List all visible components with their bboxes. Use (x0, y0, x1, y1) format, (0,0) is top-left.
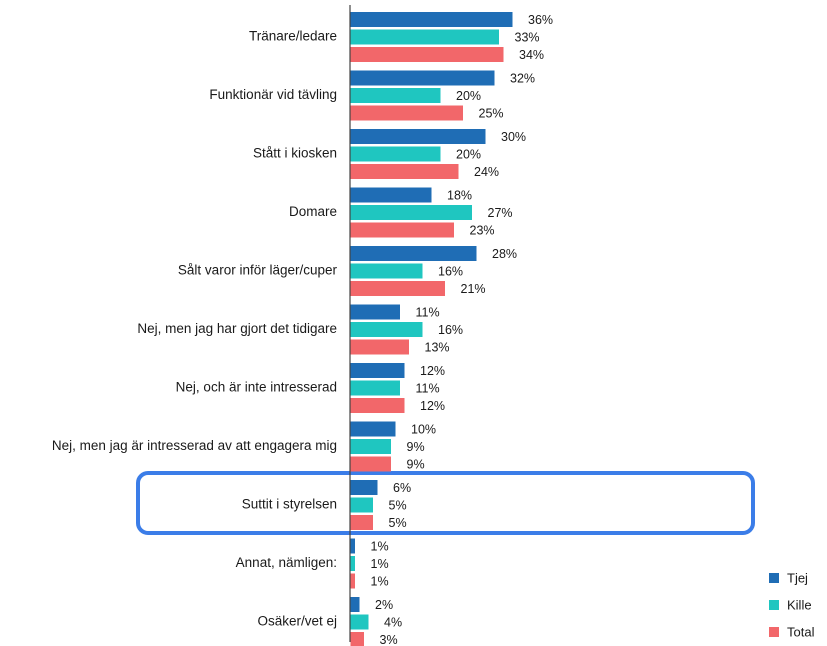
data-label: 9% (407, 457, 425, 471)
bar (350, 12, 513, 27)
bar (350, 105, 463, 121)
data-label: 3% (380, 633, 398, 646)
bar (350, 88, 441, 103)
legend-swatch (769, 627, 779, 637)
bar (350, 339, 409, 355)
highlight-layer (136, 471, 755, 535)
bar (350, 497, 373, 513)
bar (350, 538, 355, 554)
bar (350, 47, 504, 62)
legend-label: Total (787, 624, 815, 639)
category-label: Nej, och är inte intresserad (176, 380, 337, 395)
category-label: Domare (289, 204, 337, 219)
bar (350, 380, 400, 396)
data-label: 20% (456, 89, 481, 103)
bar (350, 597, 360, 612)
bar (350, 480, 378, 495)
data-label: 33% (515, 30, 540, 44)
bar (350, 304, 400, 320)
data-label: 12% (420, 364, 445, 378)
bar (350, 164, 459, 179)
data-label: 1% (371, 539, 389, 553)
bar (350, 29, 499, 45)
bar (350, 573, 355, 589)
data-label: 1% (371, 574, 389, 588)
bar (350, 363, 405, 378)
data-label: 18% (447, 188, 472, 202)
category-label: Tränare/ledare (249, 29, 337, 44)
bar (350, 281, 445, 296)
legend-label: Tjej (787, 570, 808, 585)
data-label: 16% (438, 323, 463, 337)
bar (350, 421, 396, 437)
data-label: 25% (479, 106, 504, 120)
category-label: Suttit i styrelsen (242, 497, 337, 512)
category-label: Nej, men jag har gjort det tidigare (137, 321, 337, 336)
legend: Tjej Kille Total (769, 570, 815, 639)
bar (350, 614, 369, 630)
bar (350, 632, 364, 646)
bar (350, 187, 432, 203)
category-label: Nej, men jag är intresserad av att engag… (52, 438, 337, 453)
bars-layer (350, 12, 513, 646)
data-label: 34% (519, 48, 544, 62)
data-label: 36% (528, 13, 553, 27)
data-label: 4% (384, 615, 402, 629)
data-label: 10% (411, 422, 436, 436)
data-label: 21% (461, 282, 486, 296)
data-label: 11% (416, 381, 440, 395)
bar (350, 70, 495, 86)
data-label: 12% (420, 399, 445, 413)
category-label: Osäker/vet ej (257, 614, 337, 629)
data-label: 27% (488, 206, 513, 220)
bar (350, 456, 391, 472)
data-label: 5% (389, 516, 407, 530)
data-label: 1% (371, 557, 389, 571)
data-label: 6% (393, 481, 411, 495)
bar (350, 263, 423, 279)
data-label: 11% (416, 305, 440, 319)
bar (350, 129, 486, 144)
highlight-box (136, 471, 755, 535)
bar (350, 398, 405, 413)
data-label: 23% (470, 223, 495, 237)
data-label: 9% (407, 440, 425, 454)
bar (350, 515, 373, 530)
labels-layer: Tränare/ledare 36% 33% 34% Funktionär vid tä… (52, 13, 553, 646)
data-label: 5% (389, 498, 407, 512)
bar (350, 222, 454, 238)
bar (350, 205, 472, 220)
category-label: Funktionär vid tävling (209, 87, 337, 102)
data-label: 24% (474, 165, 499, 179)
legend-swatch (769, 600, 779, 610)
category-label: Stått i kiosken (253, 146, 337, 161)
legend-swatch (769, 573, 779, 583)
data-label: 30% (501, 130, 526, 144)
data-label: 32% (510, 71, 535, 85)
data-label: 28% (492, 247, 517, 261)
bar (350, 246, 477, 261)
category-label: Sålt varor inför läger/cuper (178, 263, 338, 278)
bar (350, 322, 423, 337)
data-label: 16% (438, 264, 463, 278)
data-label: 2% (375, 598, 393, 612)
data-label: 13% (425, 340, 450, 354)
category-label: Annat, nämligen: (236, 555, 337, 570)
legend-label: Kille (787, 597, 812, 612)
bar (350, 439, 391, 454)
data-label: 20% (456, 147, 481, 161)
bar (350, 556, 355, 571)
bar (350, 146, 441, 162)
